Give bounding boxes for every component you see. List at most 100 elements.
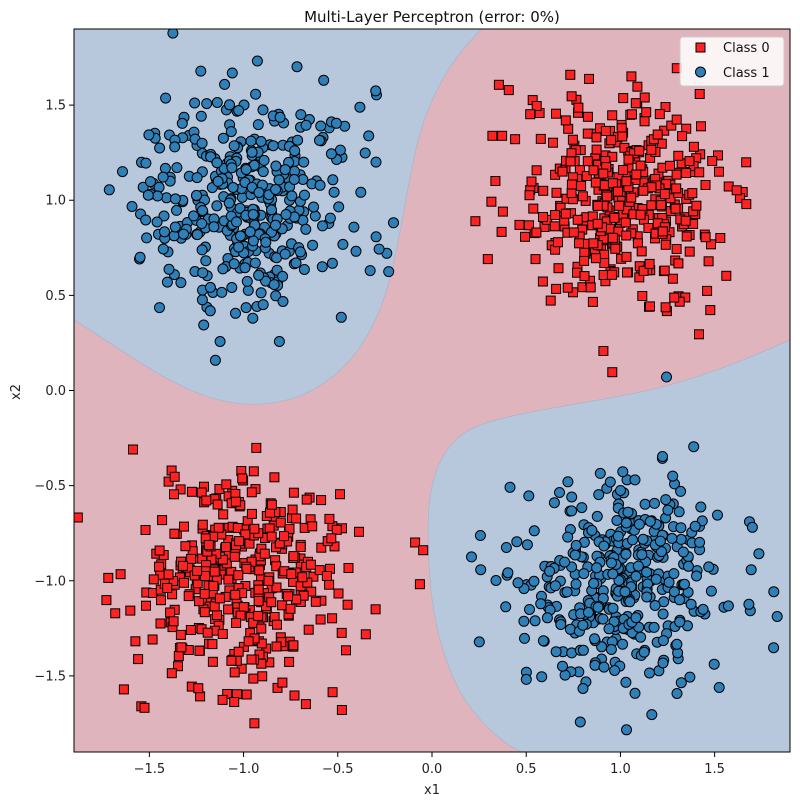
class-1-point — [524, 604, 535, 615]
class-0-point — [226, 655, 237, 666]
class-1-point — [528, 525, 540, 537]
class-1-point — [212, 175, 224, 187]
class-1-point — [226, 162, 238, 174]
class-1-point — [598, 661, 610, 673]
class-1-point — [196, 244, 208, 256]
class-1-point — [641, 591, 653, 603]
class-1-point — [326, 257, 338, 269]
class-0-point — [308, 571, 319, 582]
class-0-point — [272, 619, 282, 630]
class-0-point — [284, 523, 295, 534]
class-0-point — [631, 169, 642, 180]
class-0-point — [598, 168, 609, 179]
class-0-point — [291, 513, 302, 524]
class-1-point — [722, 600, 734, 612]
class-1-point — [214, 336, 226, 347]
class-1-point — [667, 470, 679, 482]
class-1-point — [240, 164, 252, 175]
class-0-point — [241, 689, 252, 700]
class-0-point — [617, 131, 628, 142]
class-0-point — [326, 533, 337, 544]
class-1-point — [675, 533, 687, 545]
class-1-point — [196, 218, 208, 230]
class-0-point — [307, 521, 318, 532]
class-1-point — [171, 204, 182, 216]
class-0-point — [289, 690, 300, 701]
class-0-point — [209, 566, 220, 577]
class-1-point — [158, 210, 170, 222]
class-1-point — [589, 659, 601, 671]
class-1-point — [577, 644, 589, 656]
class-0-point — [621, 230, 632, 241]
class-1-point — [502, 567, 514, 579]
class-1-point — [230, 307, 241, 319]
class-1-point — [258, 154, 270, 166]
class-0-point — [305, 559, 316, 570]
class-1-point — [266, 204, 277, 216]
class-1-point — [639, 498, 651, 510]
class-1-point — [549, 580, 561, 592]
class-0-point — [186, 486, 197, 497]
class-0-point — [336, 627, 347, 638]
class-1-point — [523, 490, 535, 502]
x-tick-label: −1.0 — [228, 762, 260, 777]
class-0-point — [671, 114, 682, 125]
class-0-point — [579, 271, 590, 282]
class-1-point — [598, 540, 610, 552]
class-0-point — [606, 269, 617, 280]
class-0-point — [269, 472, 280, 483]
class-0-point — [220, 542, 231, 552]
class-1-point — [315, 120, 327, 132]
class-0-point — [553, 263, 564, 274]
class-0-point — [218, 509, 229, 520]
class-1-point — [521, 539, 533, 551]
class-0-point — [641, 107, 652, 118]
class-0-point — [212, 610, 222, 621]
class-0-point — [614, 200, 625, 211]
class-1-point — [511, 536, 523, 548]
class-0-point — [231, 618, 242, 628]
class-0-point — [414, 579, 425, 590]
class-1-point — [636, 549, 648, 561]
class-1-point — [196, 137, 208, 149]
class-1-point — [591, 510, 603, 522]
class-0-point — [659, 189, 670, 199]
class-1-point — [300, 119, 312, 131]
class-1-point — [350, 245, 362, 257]
class-0-point — [101, 595, 112, 606]
class-1-point — [270, 219, 281, 231]
class-1-point — [307, 239, 319, 251]
class-1-point — [279, 248, 291, 260]
class-1-point — [621, 724, 632, 736]
class-0-point — [284, 656, 295, 667]
class-1-point — [245, 135, 257, 147]
class-0-point — [154, 545, 165, 556]
class-0-point — [253, 610, 264, 621]
class-0-point — [581, 171, 592, 181]
class-1-point — [201, 98, 213, 110]
class-0-point — [660, 302, 671, 313]
class-1-point — [550, 646, 562, 658]
class-0-point — [587, 296, 598, 307]
class-0-point — [568, 227, 579, 238]
class-0-point — [618, 165, 629, 175]
class-0-point — [700, 180, 711, 190]
class-1-point — [208, 221, 220, 233]
class-1-point — [637, 533, 649, 545]
class-0-point — [259, 548, 270, 559]
class-0-point — [271, 582, 282, 593]
class-1-point — [117, 166, 128, 178]
x-tick-label: 1.5 — [704, 762, 725, 777]
class-1-point — [529, 615, 541, 627]
class-1-point — [225, 126, 237, 138]
class-1-point — [257, 299, 269, 311]
class-0-point — [582, 128, 593, 139]
class-0-point — [684, 156, 695, 167]
class-1-point — [373, 243, 385, 255]
class-1-point — [694, 536, 706, 548]
class-0-point — [560, 115, 571, 126]
class-0-point — [670, 203, 681, 214]
class-1-point — [244, 226, 256, 238]
class-0-point — [173, 651, 184, 661]
class-1-point — [198, 319, 210, 331]
